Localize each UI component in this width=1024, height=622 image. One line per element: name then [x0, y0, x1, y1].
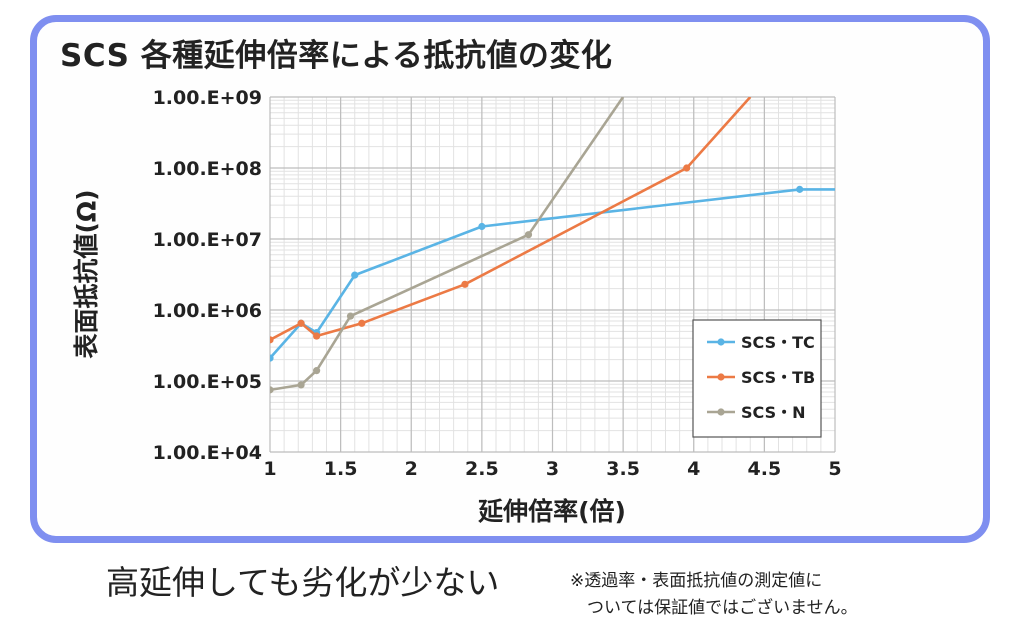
y-tick-label: 1.00.E+09	[153, 87, 262, 109]
data-point	[346, 312, 355, 320]
disclaimer-note: ※透過率・表面抵抗値の測定値に ついては保証値ではございません。	[570, 571, 858, 618]
y-tick-label: 1.00.E+07	[153, 229, 262, 251]
x-tick-label: 5	[828, 458, 841, 480]
data-point	[796, 185, 804, 193]
legend-label: SCS・N	[741, 403, 805, 422]
series-line	[270, 97, 625, 392]
x-axis-label: 延伸倍率(倍)	[477, 497, 626, 526]
x-tick-label: 1.5	[324, 458, 358, 480]
legend-swatch-marker	[717, 338, 725, 346]
x-tick-labels: 1 1.5 2 2.5 3 3.5 4 4.5 5	[263, 458, 841, 480]
y-tick-label: 1.00.E+08	[153, 158, 262, 180]
data-point	[351, 271, 359, 279]
data-point	[313, 332, 321, 340]
data-point	[524, 231, 533, 239]
legend: SCS・TC SCS・TB SCS・N	[692, 319, 822, 438]
y-tick-labels: 1.00.E+04 1.00.E+05 1.00.E+06 1.00.E+07 1.00…	[153, 87, 262, 464]
data-point	[270, 386, 274, 394]
chart-title: SCS 各種延伸倍率による抵抗値の変化	[60, 38, 613, 74]
series-2	[270, 97, 752, 344]
data-point	[297, 381, 305, 389]
data-point	[461, 280, 469, 288]
legend-label: SCS・TB	[741, 368, 815, 387]
y-tick-label: 1.00.E+05	[153, 371, 262, 393]
legend-swatch-marker	[717, 373, 725, 381]
x-tick-label: 3.5	[606, 458, 640, 480]
x-tick-label: 2.5	[465, 458, 499, 480]
data-point	[297, 319, 305, 327]
data-point	[358, 319, 366, 327]
y-axis-label: 表面抵抗値(Ω)	[72, 189, 101, 358]
legend-box	[692, 319, 822, 438]
data-point	[478, 222, 486, 231]
x-tick-label: 3	[546, 458, 559, 480]
caption: 高延伸しても劣化が少ない	[106, 563, 500, 602]
series-3	[270, 97, 625, 394]
x-tick-label: 1	[263, 458, 276, 480]
y-tick-label: 1.00.E+06	[153, 300, 262, 322]
data-point	[270, 354, 274, 362]
data-point	[313, 367, 321, 375]
data-point	[270, 336, 274, 344]
legend-swatch-marker	[717, 408, 725, 416]
data-point	[683, 164, 691, 172]
series-layer	[270, 97, 835, 394]
x-tick-label: 4.5	[748, 458, 782, 480]
x-tick-label: 2	[405, 458, 418, 480]
y-tick-label: 1.00.E+04	[153, 442, 262, 464]
legend-label: SCS・TC	[741, 333, 815, 352]
x-tick-label: 4	[687, 458, 700, 480]
